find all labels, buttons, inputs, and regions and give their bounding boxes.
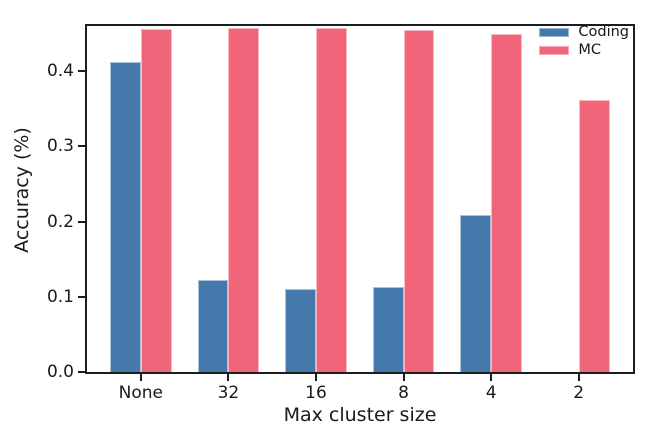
legend-swatch-coding [539,27,570,37]
bar-mc-none [140,29,172,372]
x-tick-label: 4 [485,383,497,403]
legend-item-coding: Coding [539,23,629,41]
y-tick [78,70,85,73]
plot-area: Coding MC [85,24,635,374]
bar-coding-4 [460,214,492,372]
x-tick-label: 2 [573,383,585,403]
x-tick [402,374,405,381]
bar-coding-32 [197,280,229,372]
y-tick [78,145,85,148]
bar-mc-32 [228,28,260,372]
x-tick [314,374,317,381]
y-tick [78,295,85,298]
bar-mc-8 [403,29,435,372]
y-tick [78,371,85,373]
x-tick-label: None [118,383,164,403]
bar-coding-8 [372,287,404,372]
x-tick-label: 8 [398,383,409,403]
bars-layer [87,26,633,372]
bar-mc-4 [491,33,523,372]
bar-mc-2 [578,99,610,372]
x-tick [139,374,142,381]
y-tick-label: 0.3 [46,136,74,157]
y-tick-label: 0.4 [46,61,74,82]
x-tick-label: 32 [217,383,240,403]
x-axis-label: Max cluster size [283,404,437,426]
x-tick [227,374,230,381]
y-tick-label: 0.2 [46,211,74,232]
y-tick [78,220,85,223]
legend-label: MC [578,42,602,58]
legend-label: Coding [578,24,629,40]
y-tick-label: 0.0 [46,362,74,382]
bar-mc-16 [315,27,347,372]
legend-item-mc: MC [539,41,629,59]
y-tick-label: 0.1 [46,286,74,307]
x-tick [490,374,493,381]
bar-coding-16 [285,288,316,372]
x-tick [577,374,580,381]
legend-swatch-mc [539,45,570,55]
x-tick-label: 16 [305,383,327,403]
legend: Coding MC [539,23,629,59]
bar-coding-none [109,62,141,372]
